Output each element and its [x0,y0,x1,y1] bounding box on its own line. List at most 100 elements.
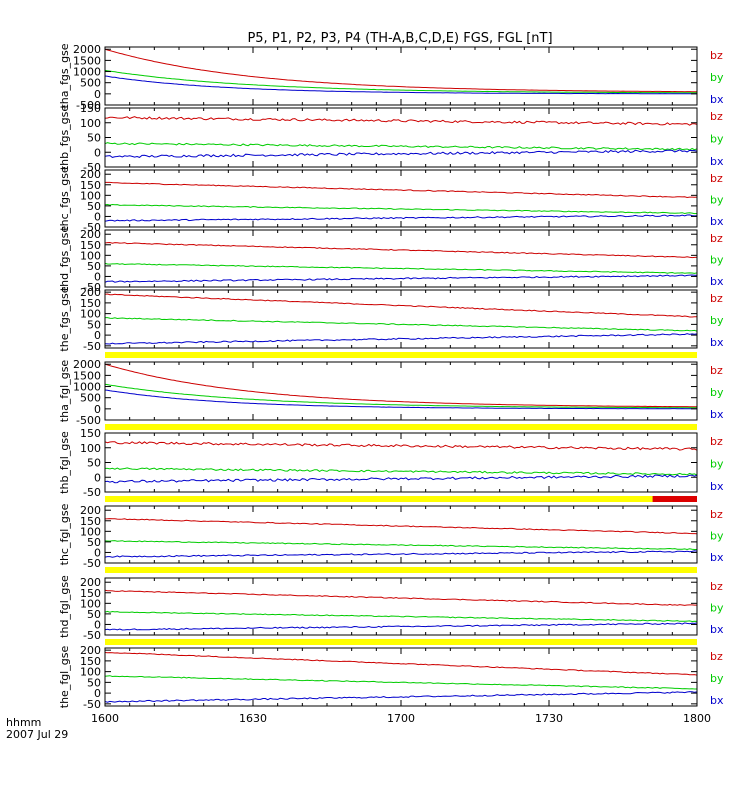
panel-frame [104,169,698,228]
x-axis: 1600 1630 1700 1730 1800 [91,712,711,725]
y-tick-label: 500 [80,77,101,90]
y-tick-label: 1500 [73,54,101,67]
y-tick-label: -50 [83,486,101,499]
y-axis-label: tha_fgs_gse [58,43,71,108]
x-tick-label: 1630 [239,712,267,725]
y-tick-label: 150 [80,102,101,115]
series-bz-line [105,241,697,259]
series-bz-line [105,48,697,93]
series-bx-line [105,333,697,345]
y-tick-label: 0 [94,471,101,484]
y-axis-label: thd_fgs_gse [58,226,71,292]
y-tick-label: 2000 [73,43,101,56]
legend-bz: bz [710,292,723,305]
y-tick-label: 100 [80,249,101,262]
legend-bx: bx [710,215,724,228]
y-tick-label: 1000 [73,381,101,394]
legend-bx: bx [710,275,724,288]
y-axis-label: the_fgl_gse [58,646,71,709]
plot-title: P5, P1, P2, P3, P4 (TH-A,B,C,D,E) FGS, F… [247,31,552,46]
y-tick-label: 100 [80,666,101,679]
y-tick-label: 200 [80,504,101,517]
y-tick-label: 150 [80,587,101,600]
legend-bx: bx [710,623,724,636]
legend-bz: bz [710,364,723,377]
quality-flag-bar [105,352,697,358]
legend-by: by [710,602,724,615]
series-bx-line [105,274,697,283]
y-tick-label: 50 [87,260,101,273]
series-bx-line [105,474,697,484]
series-bx-line [105,622,697,631]
y-tick-label: -50 [83,557,101,570]
y-tick-label: 150 [80,655,101,668]
y-tick-label: 0 [94,687,101,700]
y-axis-label: the_fgs_gse [58,286,71,351]
panel-frame [104,46,698,106]
quality-flag-red-segment [652,496,697,502]
y-tick-label: -50 [83,161,101,174]
y-tick-label: 0 [94,270,101,283]
y-tick-label: 100 [80,117,101,130]
x-tick-label: 1600 [91,712,119,725]
y-tick-label: 150 [80,427,101,440]
series-bx-line [105,75,697,95]
y-tick-label: 50 [87,536,101,549]
y-tick-label: 200 [80,168,101,181]
time-unit-label: hhmm [6,716,41,729]
series-by-line [105,262,697,274]
panel-frame [104,432,698,493]
y-tick-label: -50 [83,629,101,642]
y-tick-label: 150 [80,515,101,528]
y-tick-label: -50 [83,340,101,353]
series-bx-line [105,214,697,222]
panel-frame [104,361,698,421]
y-tick-label: 50 [87,676,101,689]
quality-flag-bar [105,424,697,430]
panel-thb_fgl_gse: 150 100 500 -50 thb_fgl_gse bz by bx [58,427,724,502]
y-tick-label: -50 [83,221,101,234]
legend-by: by [710,530,724,543]
legend-bx: bx [710,694,724,707]
y-tick-label: 150 [80,239,101,252]
legend-by: by [710,194,724,207]
y-axis-label: thc_fgs_gse [58,166,71,231]
legend-by: by [710,133,724,146]
legend-by: by [710,386,724,399]
series-by-line [105,467,697,476]
x-tick-label: 1800 [683,712,711,725]
legend-by: by [710,458,724,471]
series-by-line [105,317,697,332]
series-by-line [105,540,697,551]
y-tick-label: 0 [94,146,101,159]
y-tick-label: 0 [94,618,101,631]
quality-flag-bar [105,639,697,645]
y-tick-label: 1000 [73,66,101,79]
y-tick-label: -50 [83,698,101,711]
y-tick-label: 50 [87,132,101,145]
y-tick-label: 100 [80,189,101,202]
series-by-line [105,69,697,94]
y-tick-label: 0 [94,546,101,559]
series-by-line [105,383,697,409]
legend-by: by [710,314,724,327]
y-axis-label: thb_fgl_gse [58,431,71,494]
y-tick-label: -50 [83,281,101,294]
y-tick-label: 100 [80,442,101,455]
y-tick-label: 100 [80,597,101,610]
x-tick-label: 1730 [535,712,563,725]
y-tick-label: 50 [87,318,101,331]
y-tick-label: -500 [76,414,101,427]
legend-bz: bz [710,650,723,663]
legend-bz: bz [710,49,723,62]
panel-frame [104,289,698,349]
y-tick-label: 0 [94,403,101,416]
legend-by: by [710,71,724,84]
y-tick-label: 200 [80,576,101,589]
y-tick-label: 50 [87,608,101,621]
series-bz-line [105,116,697,126]
